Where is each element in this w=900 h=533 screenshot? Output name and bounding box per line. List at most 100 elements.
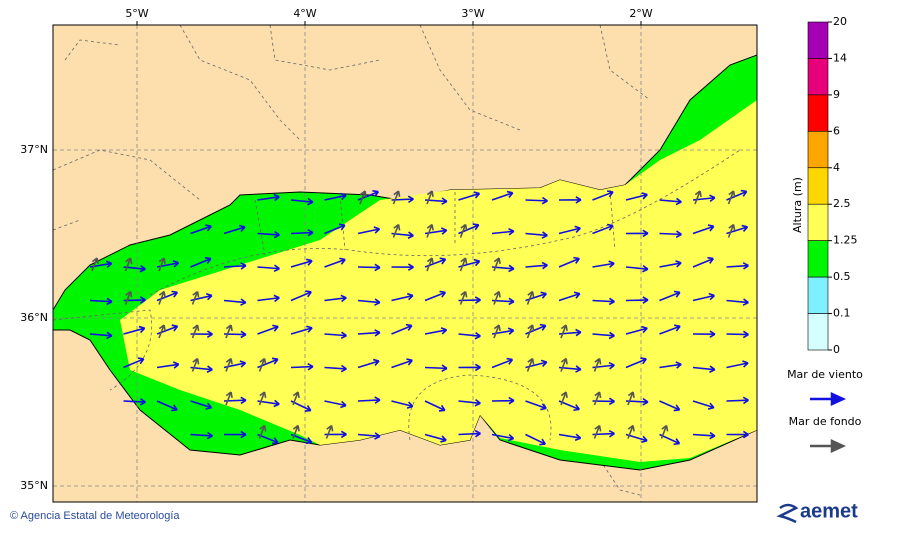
colorbar-segment (807, 203, 829, 241)
arrow (357, 396, 381, 404)
arrow (392, 223, 401, 238)
arrow (692, 365, 716, 373)
arrow (727, 223, 736, 238)
arrow (692, 431, 716, 440)
arrow (525, 196, 548, 205)
wave-arrows (89, 189, 749, 446)
arrow (123, 357, 145, 369)
arrow (593, 424, 602, 439)
arrow (258, 357, 267, 372)
arrow (223, 430, 247, 439)
lon-label: 2°W (629, 7, 652, 20)
arrow (225, 357, 233, 372)
arrow (558, 291, 581, 302)
arrow (290, 290, 312, 302)
arrow (458, 363, 481, 372)
arrow (424, 290, 447, 302)
arrow (324, 400, 347, 409)
arrow (694, 190, 702, 205)
arrow (627, 391, 635, 406)
colorbar-title: Altura (m) (791, 177, 804, 233)
arrow (357, 263, 381, 272)
arrow (558, 256, 580, 268)
legend-arrow (810, 392, 847, 406)
map-frame (52, 24, 758, 503)
arrow (493, 324, 501, 339)
arrow (659, 400, 681, 412)
arrow (156, 400, 178, 412)
arrow (290, 228, 314, 237)
arrow (424, 433, 447, 443)
arrow (124, 257, 133, 272)
arrow (526, 357, 535, 372)
arrow (357, 329, 381, 337)
legend-label: Mar de fondo (789, 415, 862, 428)
arrow (292, 424, 300, 439)
arrow (324, 223, 346, 235)
arrow (727, 190, 736, 205)
arrow (525, 433, 546, 446)
arrow (458, 399, 481, 407)
arrow (225, 324, 233, 339)
maritime-zones (53, 149, 741, 441)
arrow (91, 257, 99, 272)
arrow (692, 330, 716, 338)
colorbar-segment (807, 240, 829, 278)
arrow (158, 257, 166, 272)
arrow (257, 324, 279, 335)
land-borders (53, 25, 651, 496)
legend-arrow (810, 439, 847, 453)
colorbar-label: 2.5 (833, 197, 851, 210)
logo: aemet (800, 500, 858, 522)
arrow (191, 357, 200, 372)
arrow (156, 361, 180, 369)
arrow (357, 432, 381, 440)
colorbar-segment (807, 131, 829, 169)
arrow (525, 231, 548, 239)
arrow (257, 294, 280, 303)
arrow (325, 424, 334, 439)
arrow (726, 396, 749, 405)
arrow (659, 260, 682, 268)
colorbar-label: 4 (833, 161, 840, 174)
arrow (190, 431, 213, 440)
arrow (190, 400, 213, 410)
arrow (493, 290, 501, 305)
arrow (692, 224, 715, 235)
arrow (290, 197, 314, 206)
arrow (726, 360, 749, 369)
arrow (491, 190, 514, 201)
arrow (625, 192, 648, 201)
arrow (558, 196, 582, 204)
arrow (223, 224, 246, 235)
lon-label: 5°W (125, 7, 148, 20)
arrow (491, 357, 514, 369)
arrow (324, 294, 347, 303)
colorbar-label: 6 (833, 124, 840, 137)
arrow (191, 290, 200, 305)
logo-icon (776, 503, 799, 524)
arrow (191, 324, 200, 339)
arrow (526, 324, 535, 339)
arrow (458, 191, 481, 201)
arrow (592, 260, 615, 268)
arrow (459, 223, 468, 238)
arrow (123, 398, 146, 406)
colorbar-segment (807, 94, 829, 132)
arrow (391, 400, 414, 409)
arrow (660, 424, 669, 439)
arrow (324, 192, 347, 201)
colorbar: 20 14 9 6 4 2.5 1.25 0.5 0.1 0 (807, 15, 858, 356)
arrow (158, 324, 166, 339)
arrow (558, 225, 581, 235)
arrow (659, 324, 681, 335)
colorbar-label: 0.1 (833, 307, 851, 320)
colorbar-label: 14 (833, 51, 847, 64)
arrow (290, 325, 313, 335)
colorbar-segment (807, 167, 829, 205)
arrow (592, 297, 615, 306)
map (53, 25, 757, 502)
arrow (659, 290, 681, 302)
arrow (526, 290, 535, 305)
